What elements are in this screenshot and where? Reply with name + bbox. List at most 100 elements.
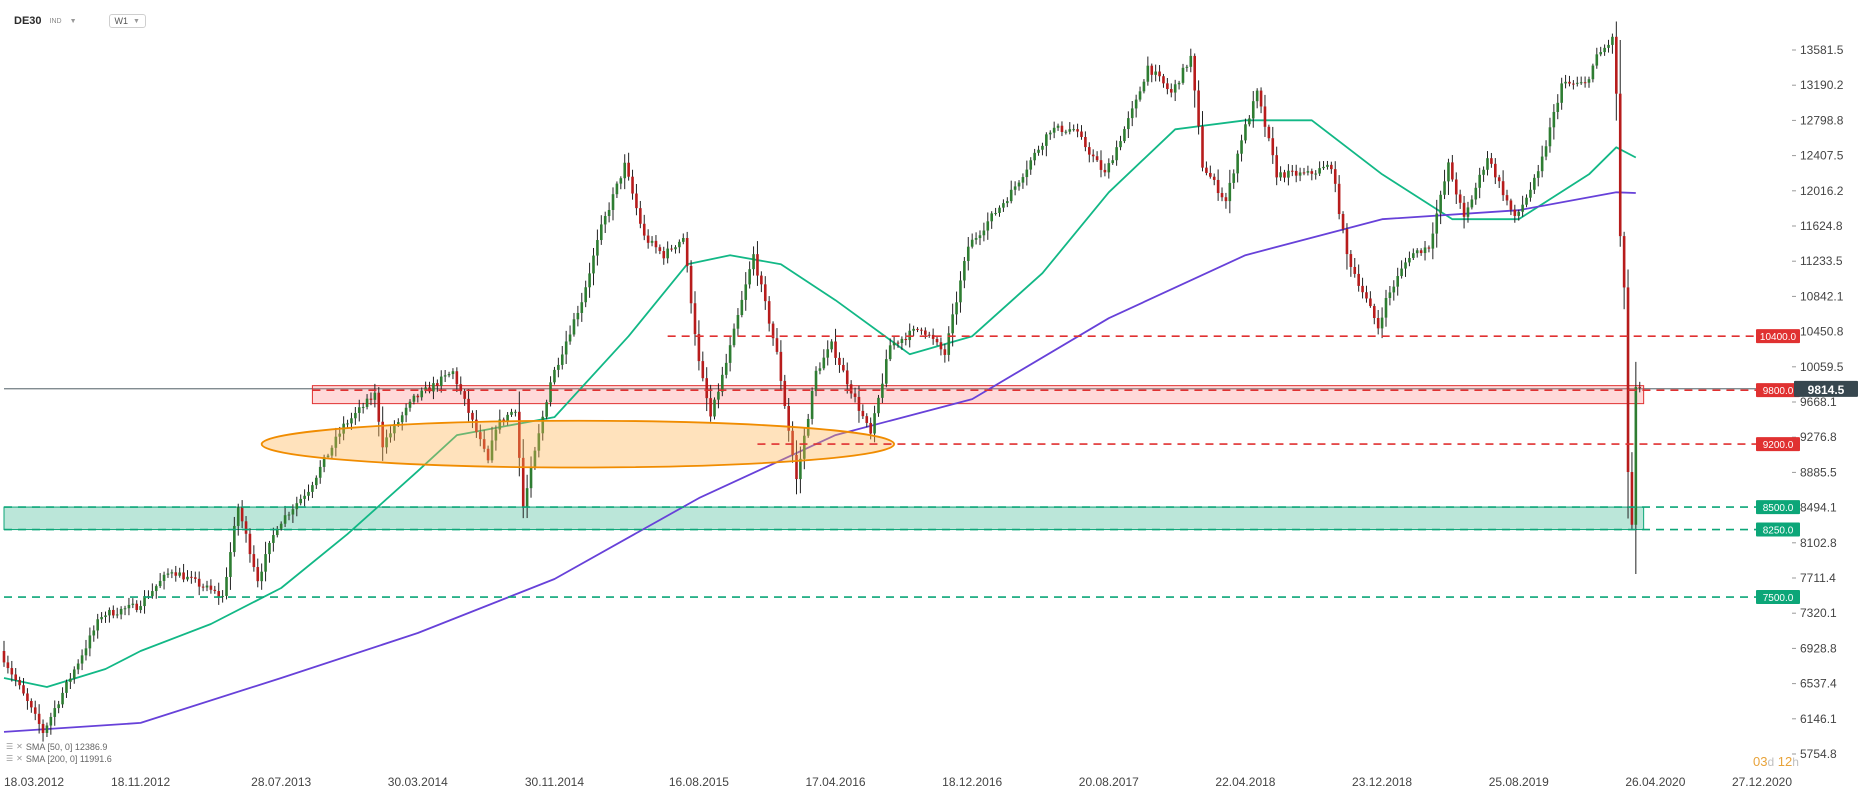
- candle-body: [272, 535, 275, 543]
- candle-body: [1002, 203, 1005, 208]
- candle-body: [521, 457, 525, 507]
- candle-body: [1111, 160, 1115, 164]
- settings-icon[interactable]: ☰: [6, 754, 14, 763]
- candle: [631, 169, 634, 200]
- legend-sma50[interactable]: ☰ ✕ SMA [50, 0] 12386.9: [6, 741, 112, 753]
- candle: [1263, 94, 1267, 137]
- candle-body: [767, 301, 771, 324]
- candle-body: [1486, 158, 1489, 170]
- y-tick-label: 9276.8: [1800, 430, 1837, 444]
- candle: [1216, 169, 1220, 201]
- candle-body: [221, 595, 224, 597]
- close-icon[interactable]: ✕: [16, 754, 23, 763]
- candle: [1173, 79, 1177, 102]
- candle-body: [205, 585, 209, 588]
- candle-body: [1431, 233, 1435, 249]
- candle-body: [1193, 55, 1196, 91]
- candle-body: [1591, 65, 1595, 80]
- x-tick-label: 28.07.2013: [251, 775, 311, 789]
- candle-body: [713, 399, 716, 417]
- candle-body: [1564, 81, 1567, 84]
- candle: [1517, 209, 1521, 221]
- candle: [888, 338, 892, 362]
- timeframe-select[interactable]: W1 ▼: [108, 14, 146, 28]
- candle: [892, 336, 896, 350]
- candle: [557, 357, 560, 378]
- candle-body: [1142, 81, 1146, 92]
- x-tick-label: 18.12.2016: [942, 775, 1002, 789]
- candle: [1087, 142, 1091, 163]
- candle: [943, 343, 947, 363]
- legend-sma200[interactable]: ☰ ✕ SMA [200, 0] 11991.6: [6, 753, 112, 765]
- level-label-box: [1756, 329, 1800, 344]
- candle-body: [549, 382, 552, 403]
- candle: [283, 505, 287, 528]
- y-tick-label: 8494.1: [1800, 501, 1837, 515]
- candle-body: [1349, 254, 1353, 267]
- candle: [834, 328, 837, 365]
- y-tick-label: 8102.8: [1800, 536, 1837, 550]
- candle-body: [354, 412, 357, 419]
- settings-icon[interactable]: ☰: [6, 742, 14, 751]
- candle: [1513, 204, 1517, 223]
- candle: [1240, 134, 1243, 162]
- timeframe-label: W1: [114, 16, 129, 26]
- candle-body: [494, 429, 498, 441]
- candle: [65, 679, 68, 698]
- candle-body: [795, 454, 798, 480]
- candle: [1603, 44, 1606, 56]
- candle-body: [311, 485, 314, 492]
- candle-body: [478, 432, 482, 440]
- candle-body: [896, 342, 900, 344]
- close-icon[interactable]: ✕: [16, 742, 23, 751]
- candle-body: [951, 314, 954, 334]
- symbol-dropdown-icon[interactable]: ▼: [69, 17, 77, 25]
- candle: [88, 627, 92, 657]
- candle-body: [303, 495, 306, 499]
- candle: [1384, 289, 1388, 327]
- candle: [1587, 76, 1591, 88]
- candle: [190, 570, 193, 584]
- candle: [627, 152, 630, 181]
- y-tick-label: 13581.5: [1800, 43, 1844, 57]
- candle-body: [545, 402, 548, 417]
- candle: [1497, 174, 1501, 188]
- y-tick-label: 12016.2: [1800, 184, 1844, 198]
- candle: [119, 606, 123, 620]
- candle: [1287, 164, 1290, 186]
- candle-body: [162, 574, 166, 581]
- candle-body: [892, 342, 896, 346]
- candle-body: [1615, 36, 1618, 94]
- candle: [1439, 190, 1442, 225]
- y-tick-label: 6928.8: [1800, 641, 1837, 655]
- candle: [705, 367, 709, 412]
- candle: [1236, 150, 1239, 183]
- candle: [1025, 160, 1029, 186]
- candle-body: [1333, 169, 1337, 184]
- candle: [166, 568, 170, 578]
- candle-body: [26, 693, 29, 702]
- candle: [1166, 77, 1169, 95]
- candle: [572, 312, 576, 337]
- candle-body: [482, 439, 486, 449]
- level-label: 8500.0: [1756, 500, 1800, 515]
- candle: [30, 698, 33, 713]
- candle-body: [627, 162, 630, 177]
- candle-body: [1337, 183, 1341, 215]
- candle: [1283, 169, 1286, 183]
- candle-body: [1197, 90, 1200, 127]
- candle-body: [45, 725, 49, 733]
- y-tick-label: 12407.5: [1800, 149, 1844, 163]
- candle-body: [1618, 93, 1622, 237]
- symbol-name[interactable]: DE30: [14, 15, 42, 27]
- candle: [416, 393, 420, 403]
- candle: [1400, 260, 1403, 279]
- candle: [1533, 174, 1536, 194]
- candle: [916, 327, 919, 333]
- candle: [721, 366, 724, 397]
- candle: [1048, 130, 1052, 140]
- candle: [451, 368, 455, 380]
- x-tick-label: 25.08.2019: [1489, 775, 1549, 789]
